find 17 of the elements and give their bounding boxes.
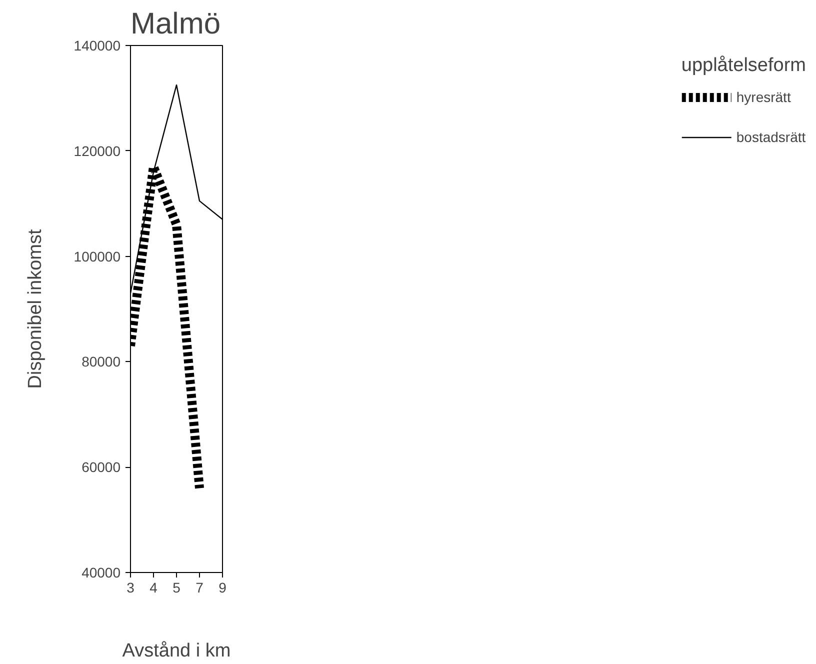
y-tick-label: 40000 (82, 564, 121, 580)
y-tick-label: 60000 (82, 459, 121, 476)
legend-label: bostadsrätt (736, 128, 806, 147)
legend-title: upplåtelseform (681, 55, 806, 77)
x-tick-label: 5 (172, 580, 181, 596)
x-tick-label: 3 (126, 580, 135, 596)
y-tick-label: 140000 (74, 38, 121, 54)
x-tick-label: 4 (150, 580, 158, 596)
x-tick-label: 9 (218, 580, 227, 596)
chart-title: Malmö (130, 8, 221, 40)
x-tick-label: 7 (196, 580, 204, 596)
y-tick-label: 80000 (82, 354, 121, 370)
y-tick-label: 120000 (74, 142, 121, 159)
y-axis-title: Disponibel inkomst (24, 228, 46, 389)
y-tick-label: 100000 (74, 248, 121, 264)
x-axis-title: Avstånd i km (122, 640, 231, 662)
legend-label: hyresrätt (736, 88, 791, 107)
